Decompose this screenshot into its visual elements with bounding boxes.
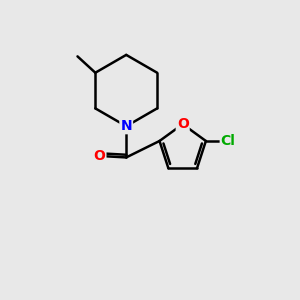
Text: N: N (120, 119, 132, 133)
Text: Cl: Cl (221, 134, 236, 148)
Text: O: O (177, 117, 189, 131)
Text: O: O (94, 149, 105, 163)
